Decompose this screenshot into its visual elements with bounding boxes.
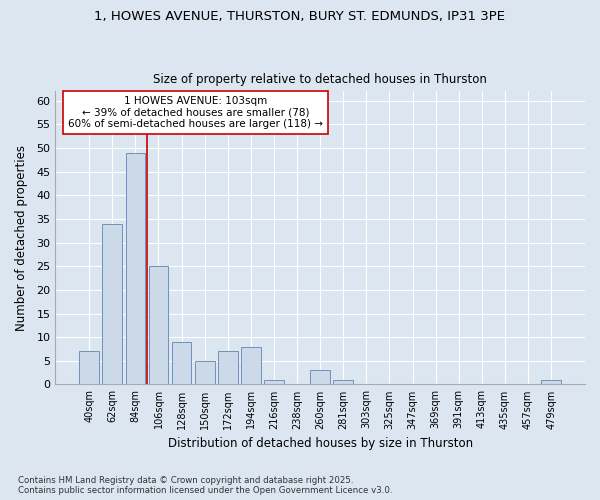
Bar: [79, 352, 99, 384]
Bar: [125, 153, 145, 384]
Y-axis label: Number of detached properties: Number of detached properties: [15, 145, 28, 331]
Text: 1 HOWES AVENUE: 103sqm
← 39% of detached houses are smaller (78)
60% of semi-det: 1 HOWES AVENUE: 103sqm ← 39% of detached…: [68, 96, 323, 129]
Text: 1, HOWES AVENUE, THURSTON, BURY ST. EDMUNDS, IP31 3PE: 1, HOWES AVENUE, THURSTON, BURY ST. EDMU…: [95, 10, 505, 23]
Bar: [264, 380, 284, 384]
Bar: [149, 266, 169, 384]
Bar: [334, 380, 353, 384]
Bar: [241, 346, 260, 385]
Bar: [103, 224, 122, 384]
Title: Size of property relative to detached houses in Thurston: Size of property relative to detached ho…: [153, 73, 487, 86]
X-axis label: Distribution of detached houses by size in Thurston: Distribution of detached houses by size …: [167, 437, 473, 450]
Bar: [172, 342, 191, 384]
Bar: [310, 370, 330, 384]
Bar: [195, 361, 215, 384]
Text: Contains HM Land Registry data © Crown copyright and database right 2025.
Contai: Contains HM Land Registry data © Crown c…: [18, 476, 392, 495]
Bar: [218, 352, 238, 384]
Bar: [541, 380, 561, 384]
